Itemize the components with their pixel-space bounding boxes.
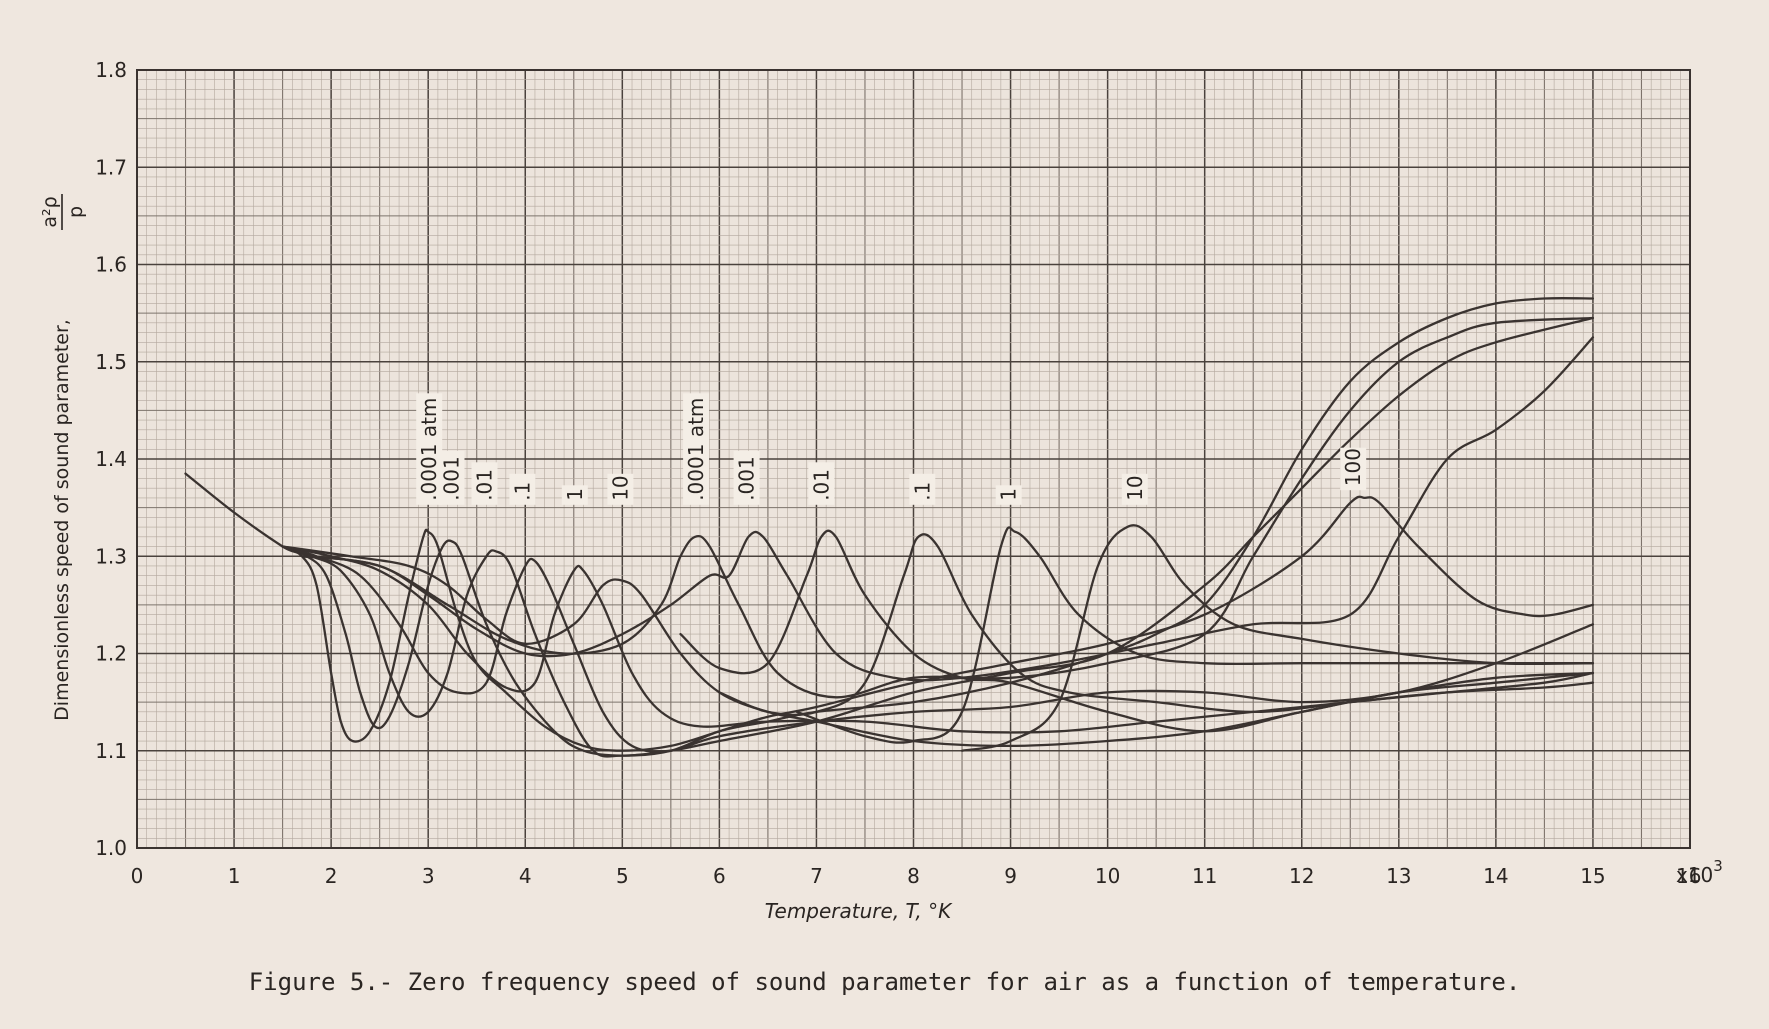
series-line-c-01 <box>281 316 1595 758</box>
curve-label: .001 <box>438 450 465 505</box>
curve-label-box <box>733 450 760 505</box>
y-tick-label: 1.4 <box>95 447 127 471</box>
curve-label-box <box>509 473 536 505</box>
x-tick-label: 3 <box>422 864 435 888</box>
curve-label-box <box>438 450 465 505</box>
y-tick-labels: 1.0 1.1 1.2 1.3 1.4 1.5 1.6 1.7 1.8 <box>95 58 127 860</box>
curve-label-box <box>1121 473 1148 505</box>
plot-frame <box>136 69 1691 849</box>
plot-area <box>136 69 1691 849</box>
x-tick-label: 1 <box>228 864 241 888</box>
x-tick-label: 14 <box>1483 864 1508 888</box>
y-tick-label: 1.3 <box>95 544 127 568</box>
curve-label-text: .01 <box>473 469 497 501</box>
x-tick-label: 9 <box>1004 864 1017 888</box>
curve-label-box <box>471 462 498 505</box>
curve-label: .1 <box>509 473 536 505</box>
curve-label-text: .001 <box>735 456 759 501</box>
curve-label-text: .0001 atm <box>417 398 441 501</box>
curve-label-text: .1 <box>910 482 934 501</box>
curve-label-text: .1 <box>510 482 534 501</box>
curve-label: 10 <box>607 473 634 505</box>
figure-caption: Figure 5.- Zero frequency speed of sound… <box>248 968 1521 996</box>
curve-label-box <box>607 473 634 505</box>
y-axis-label-denominator: p <box>65 206 87 218</box>
y-tick-label: 1.0 <box>95 836 127 860</box>
curve-label: 10 <box>1121 473 1148 505</box>
x-tick-label: 2 <box>325 864 338 888</box>
x-tick-label: 15 <box>1580 864 1605 888</box>
grid <box>136 69 1691 849</box>
x-tick-label: 7 <box>810 864 823 888</box>
series-line-d-0001 <box>300 316 1595 699</box>
curve-label-box <box>416 393 443 505</box>
y-tick-label: 1.1 <box>95 739 127 763</box>
series-line-d-1atm <box>795 526 1595 744</box>
curve-label-text: 100 <box>1341 448 1365 486</box>
curve-label-text: 1 <box>563 488 587 501</box>
curve-label: .001 <box>733 450 760 505</box>
curve-label: .0001 atm <box>683 393 710 505</box>
curve-label: .1 <box>909 473 936 505</box>
series-line-c-0001 <box>184 472 1595 752</box>
curves <box>184 296 1595 758</box>
x-tick-label: 0 <box>131 864 144 888</box>
x-tick-label: 5 <box>616 864 629 888</box>
x-tick-label: 13 <box>1386 864 1411 888</box>
x-tick-label: 6 <box>713 864 726 888</box>
curve-label-text: 1 <box>997 488 1021 501</box>
curve-label-box <box>995 485 1022 505</box>
y-tick-label: 1.7 <box>95 155 127 179</box>
curve-label-text: .0001 atm <box>684 398 708 501</box>
series-line-c-1atm <box>281 545 1595 734</box>
curve-label-text: .01 <box>809 469 833 501</box>
x-multiplier: x103 <box>1676 857 1723 887</box>
curve-label-text: 10 <box>608 475 632 500</box>
series-line-d-10 <box>960 524 1595 752</box>
x-tick-label: 12 <box>1289 864 1314 888</box>
y-tick-label: 1.5 <box>95 350 127 374</box>
y-tick-label: 1.6 <box>95 253 127 277</box>
curve-label: 100 <box>1340 447 1367 491</box>
series-line-d-001 <box>310 336 1595 682</box>
x-tick-label: 8 <box>907 864 920 888</box>
curve-label-box <box>909 473 936 505</box>
x-multiplier-label: x10 <box>1676 863 1713 887</box>
curve-label: .01 <box>808 462 835 505</box>
curve-label: 1 <box>561 485 588 505</box>
x-multiplier-exponent: 3 <box>1713 857 1723 875</box>
curve-label-box <box>561 485 588 505</box>
x-tick-label: 16 <box>1676 864 1701 888</box>
series-line-c-1 <box>281 545 1595 753</box>
y-axis-label-numerator: a²ρ <box>39 196 61 227</box>
curve-label-text: .001 <box>440 456 464 501</box>
y-tick-label: 1.2 <box>95 642 127 666</box>
curve-label: 1 <box>995 485 1022 505</box>
series-line-d-01 <box>679 529 1595 733</box>
curve-label-box <box>683 393 710 505</box>
curve-label: .0001 atm <box>416 393 443 505</box>
x-tick-labels: 0 1 2 3 4 5 6 7 8 9 10 11 12 13 14 15 16 <box>131 864 1702 888</box>
y-axis-label: Dimensionless speed of sound parameter, … <box>39 194 87 721</box>
x-tick-label: 11 <box>1192 864 1217 888</box>
curve-label-box <box>808 462 835 505</box>
curve-label: .01 <box>471 462 498 505</box>
x-axis-label: Temperature, T, °K <box>765 899 953 923</box>
y-axis-label-text: Dimensionless speed of sound parameter, <box>51 319 73 721</box>
curve-label-box <box>1340 447 1367 491</box>
x-tick-label: 4 <box>519 864 532 888</box>
curve-label-text: 10 <box>1123 475 1147 500</box>
series-line-d-1 <box>718 533 1595 717</box>
x-tick-label: 10 <box>1095 864 1120 888</box>
y-tick-label: 1.8 <box>95 58 127 82</box>
annotations: .0001 atm.001.01.1 1 10.0001 atm .001.01.1 1… <box>416 393 1367 505</box>
